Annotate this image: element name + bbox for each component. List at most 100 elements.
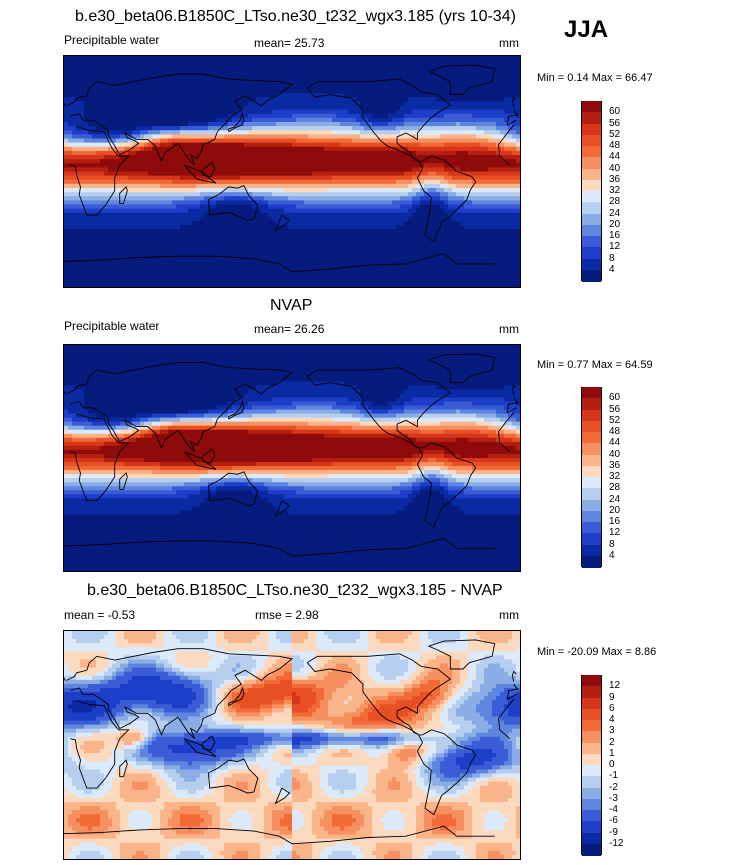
panel-obs-map (63, 344, 521, 572)
colorbar-tick-label: 0 (609, 759, 615, 770)
colorbar-swatch (582, 258, 601, 271)
colorbar-box (581, 675, 602, 856)
panel-obs-variable: Precipitable water (64, 319, 160, 333)
colorbar-swatch (582, 157, 601, 169)
colorbar-tick-label: 48 (609, 140, 621, 151)
map-field-svg (64, 56, 520, 287)
coastline-outlines (64, 639, 519, 845)
colorbar-tick-label: -6 (609, 815, 618, 827)
colorbar-tick-label: 16 (609, 230, 621, 241)
panel-model-variable: Precipitable water (64, 33, 160, 47)
colorbar-tick-label: 1 (609, 747, 615, 759)
colorbar-tick-label: 56 (609, 403, 621, 415)
colorbar-tick-label: 2 (609, 736, 615, 748)
colorbar-swatch (582, 398, 601, 410)
colorbar-tick-label: 56 (609, 117, 621, 129)
colorbar-tick-label: 60 (609, 106, 621, 118)
map-field-svg (64, 631, 520, 859)
panel-model-units: mm (499, 36, 519, 50)
colorbar-tick-label: 4 (609, 549, 615, 561)
coastline-outlines (64, 64, 519, 273)
panel-obs-units: mm (499, 322, 519, 336)
colorbar-tick-label: 36 (609, 173, 621, 185)
colorbar-swatch (582, 202, 601, 214)
colorbar-tick-label: 4 (609, 714, 615, 725)
colorbar-tick-label: -3 (609, 792, 618, 804)
colorbar-swatch (582, 499, 601, 512)
colorbar-tick-label: 44 (609, 151, 621, 163)
colorbar-swatch (582, 112, 601, 124)
colorbar-tick-label: 52 (609, 414, 621, 426)
colorbar-tick-label: 12 (609, 680, 621, 692)
colorbar-tick-label: 40 (609, 448, 621, 460)
colorbar-swatch (582, 443, 601, 455)
panel-diff-mean: mean = -0.53 (64, 608, 136, 622)
colorbar-swatch (582, 409, 601, 422)
colorbar-swatch (582, 477, 601, 489)
colorbar-swatch (582, 720, 601, 732)
colorbar-tick-label: 12 (609, 241, 621, 253)
colorbar-swatch (582, 821, 601, 833)
colorbar-tick-label: 8 (609, 252, 615, 264)
panel-obs-colorbar: 60 56 52 48 44 40 36 32 28 24 20 16 12 8 4 (581, 387, 641, 568)
colorbar-swatch (582, 420, 601, 433)
colorbar-swatch (582, 742, 601, 755)
colorbar-tick-label: 60 (609, 392, 621, 404)
colorbar-tick-label: 24 (609, 493, 621, 505)
colorbar-tick-label: 8 (609, 538, 615, 550)
colorbar-tick-label: 12 (609, 527, 621, 539)
panel-obs-title: NVAP (270, 297, 313, 314)
panel-model-title: b.e30_beta06.B1850C_LTso.ne30_t232_wgx3.… (75, 8, 516, 25)
colorbar-swatch (582, 191, 601, 203)
colorbar-swatch (582, 123, 601, 136)
colorbar-tick-label: 9 (609, 691, 615, 703)
colorbar-swatch (582, 269, 601, 282)
coastline-outlines (64, 353, 519, 557)
panel-diff-map (63, 630, 521, 860)
colorbar-tick-label: 32 (609, 471, 621, 482)
colorbar-swatch (582, 168, 601, 181)
panel-obs-minmax: Min = 0.77 Max = 64.59 (537, 359, 653, 371)
colorbar-swatch (582, 843, 601, 856)
colorbar-tick-label: 48 (609, 426, 621, 437)
colorbar-tick-label: -9 (609, 826, 618, 838)
colorbar-tick-label: 16 (609, 516, 621, 527)
colorbar-tick-label: -2 (609, 781, 618, 793)
colorbar-swatch (582, 465, 601, 478)
colorbar-swatch (582, 555, 601, 568)
colorbar-swatch (582, 675, 601, 687)
colorbar-swatch (582, 101, 601, 113)
colorbar-tick-label: 4 (609, 263, 615, 275)
colorbar-box (581, 101, 602, 282)
colorbar-tick-label: 32 (609, 185, 621, 196)
panel-diff-colorbar: 12 9 6 4 3 2 1 0 -1 -2 -3 -4 -6 -9 -12 (581, 675, 641, 856)
colorbar-swatch (582, 488, 601, 500)
panel-diff-title: b.e30_beta06.B1850C_LTso.ne30_t232_wgx3.… (87, 582, 503, 599)
colorbar-swatch (582, 753, 601, 766)
colorbar-tick-label: 6 (609, 702, 615, 714)
colorbar-swatch (582, 213, 601, 226)
colorbar-tick-label: 24 (609, 207, 621, 219)
colorbar-swatch (582, 544, 601, 557)
panel-diff-minmax: Min = -20.09 Max = 8.86 (537, 646, 657, 658)
colorbar-box (581, 387, 602, 568)
panel-obs-mean: mean= 26.26 (254, 322, 325, 336)
colorbar-tick-label: 3 (609, 725, 615, 737)
colorbar-swatch (582, 146, 601, 158)
colorbar-swatch (582, 708, 601, 721)
map-field-svg (64, 345, 520, 571)
colorbar-tick-label: -1 (609, 770, 618, 782)
colorbar-tick-label: 20 (609, 504, 621, 516)
panel-diff-rmse: rmse = 2.98 (255, 608, 319, 622)
colorbar-swatch (582, 247, 601, 259)
colorbar-swatch (582, 533, 601, 545)
colorbar-tick-label: -12 (609, 837, 624, 849)
colorbar-tick-label: 36 (609, 459, 621, 471)
colorbar-swatch (582, 798, 601, 811)
colorbar-tick-label: 28 (609, 482, 621, 494)
colorbar-swatch (582, 787, 601, 800)
colorbar-swatch (582, 776, 601, 788)
colorbar-swatch (582, 697, 601, 710)
colorbar-tick-label: 52 (609, 128, 621, 140)
colorbar-swatch (582, 731, 601, 743)
